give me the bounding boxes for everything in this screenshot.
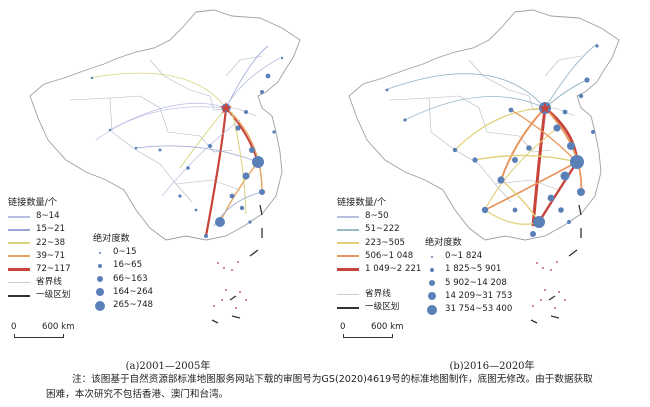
- link-class-2: 15~21: [8, 223, 71, 236]
- city-nodes: [90, 56, 284, 238]
- boundary-legend-b: 省界线 一级区划: [337, 288, 399, 314]
- link-class-1: 8~50: [337, 210, 421, 223]
- first-order-key: 一级区划: [8, 289, 71, 302]
- centrality-class-2: 16~65: [93, 259, 153, 272]
- islands-dots: [213, 261, 247, 309]
- centrality-class-1: 0~1 824: [425, 250, 512, 263]
- scale-bar-line: [343, 334, 393, 338]
- islands-dots: [532, 261, 566, 309]
- caption-b: (b)2016—2020年: [449, 361, 535, 372]
- link-legend-title: 链接数量/个: [337, 197, 387, 208]
- province-line-key: 省界线: [337, 288, 399, 301]
- link-legend-title: 链接数量/个: [8, 197, 58, 208]
- centrality-legend-a: 绝对度数 0~15 16~65 66~163 164~264 265~748: [93, 232, 153, 312]
- capital-star: [220, 102, 232, 114]
- province-boundaries: [348, 9, 620, 241]
- link-network: [89, 45, 281, 237]
- centrality-class-4: 164~264: [93, 286, 153, 299]
- link-class-3: 223~505: [337, 237, 421, 250]
- centrality-legend-title: 绝对度数: [93, 233, 130, 244]
- first-order-borders: [211, 204, 263, 324]
- centrality-class-3: 66~163: [93, 273, 153, 286]
- centrality-legend-b: 绝对度数 0~1 824 1 825~5 901 5 902~14 208 14…: [425, 236, 512, 316]
- link-class-1: 8~14: [8, 210, 71, 223]
- link-class-5: 72~117: [8, 263, 71, 276]
- first-order-borders: [530, 204, 582, 324]
- capital-star: [539, 102, 551, 114]
- province-boundaries: [29, 9, 301, 241]
- link-class-5: 1 049~2 221: [337, 263, 421, 276]
- scale-bar-line: [14, 334, 64, 338]
- link-class-4: 39~71: [8, 250, 71, 263]
- china-map-a: [29, 9, 301, 324]
- centrality-class-4: 14 209~31 753: [425, 290, 512, 303]
- centrality-class-2: 1 825~5 901: [425, 263, 512, 276]
- link-legend-a: 链接数量/个 8~14 15~21 22~38 39~71 72~117 省界线…: [8, 196, 71, 303]
- centrality-class-3: 5 902~14 208: [425, 277, 512, 290]
- note-line-2: 困难，本次研究不包括香港、澳门和台湾。: [46, 389, 229, 400]
- note-line-1: 注：该图基于自然资源部标准地图服务网站下载的审图号为GS(2020)4619号的…: [72, 374, 593, 385]
- link-class-2: 51~222: [337, 223, 421, 236]
- china-map-b: [348, 9, 620, 324]
- centrality-class-1: 0~15: [93, 246, 153, 259]
- city-nodes: [385, 44, 599, 237]
- province-line-key: 省界线: [8, 276, 71, 289]
- caption-a: (a)2001—2005年: [125, 361, 211, 372]
- figure-note: 注：该图基于自然资源部标准地图服务网站下载的审图号为GS(2020)4619号的…: [46, 372, 636, 402]
- map-panel-2016-2020: 链接数量/个 8~50 51~222 223~505 506~1 048 1 0…: [325, 0, 650, 355]
- centrality-legend-title: 绝对度数: [425, 237, 462, 248]
- centrality-class-5: 31 754~53 400: [425, 303, 512, 316]
- first-order-key: 一级区划: [337, 301, 399, 314]
- link-class-4: 506~1 048: [337, 250, 421, 263]
- centrality-class-5: 265~748: [93, 299, 153, 312]
- link-legend-b: 链接数量/个 8~50 51~222 223~505 506~1 048 1 0…: [337, 196, 421, 276]
- map-panel-2001-2005: 链接数量/个 8~14 15~21 22~38 39~71 72~117 省界线…: [0, 0, 325, 355]
- link-class-3: 22~38: [8, 237, 71, 250]
